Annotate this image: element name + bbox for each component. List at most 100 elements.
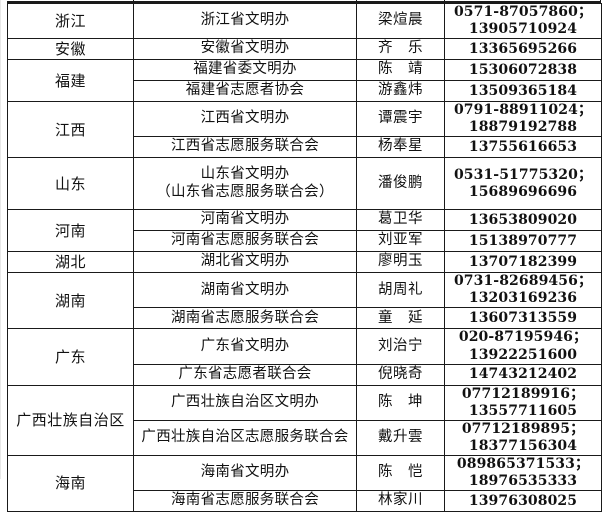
contacts-table: 浙江 浙江省文明办 梁煊晨 0571-87057860； 13905710924 安徽 安徽… (7, 2, 602, 512)
phone-number: 0791-88911024； (453, 102, 593, 119)
phone-number: 07712189916； (461, 385, 585, 402)
cell-contact-name: 葛卫华 (356, 209, 445, 232)
cell-phone: 15306072838 (444, 59, 602, 82)
cell-organization: 浙江省文明办 (133, 2, 357, 40)
organization-name: 山东省文明办 (200, 166, 290, 183)
organization-name: 河南省文明办 (200, 211, 290, 228)
table-row: 广东 广东省文明办 刘治宁 020-87195946； 13922251600 (7, 328, 602, 386)
cell-contact-name: 齐 乐 (356, 38, 445, 61)
cell-region: 浙江 (7, 2, 134, 40)
cell-region: 山东 (7, 157, 134, 211)
table-row: 湖南 湖南省文明办 胡周礼 0731-82689456； 13203169236 (7, 272, 602, 330)
table-row: 江西 江西省文明办 谭震宇 0791-88911024； 18879192788 (7, 101, 602, 159)
phone-number: 18976535333 (468, 473, 578, 490)
table-right-edge-top (600, 0, 601, 1)
organization-name: 海南省文明办 (200, 464, 290, 481)
organization-name: 江西省志愿服务联合会 (171, 138, 319, 155)
cell-contact-name: 陈 靖 (356, 59, 445, 82)
phone-number: 13653809020 (468, 211, 578, 228)
cell-contact-name: 陈 坤 (356, 384, 445, 421)
cell-contact-name: 倪晓奇 (356, 363, 445, 386)
phone-number: 13976308025 (468, 492, 578, 509)
organization-name: 福建省委文明办 (193, 61, 297, 78)
phone-number: 13557711605 (468, 402, 578, 419)
phone-number: 13509365184 (468, 82, 578, 99)
contacts-table-body: 浙江 浙江省文明办 梁煊晨 0571-87057860； 13905710924 安徽 安徽… (7, 2, 602, 512)
cell-phone: 13755616653 (444, 136, 602, 159)
organization-alias: （山东省志愿服务联合会） (156, 183, 334, 200)
cell-contact-name: 刘治宁 (356, 328, 445, 365)
phone-number: 0531-51775320； (453, 166, 593, 183)
cell-region: 广东 (7, 328, 134, 386)
cell-organization: 福建省委文明办 (133, 59, 357, 82)
page-left-edge (0, 0, 1, 479)
organization-name: 广西壮族自治区文明办 (171, 393, 319, 410)
cell-organization: 河南省文明办 (133, 209, 357, 232)
phone-number: 13607313559 (468, 309, 578, 326)
cell-contact-name: 刘亚军 (356, 230, 445, 253)
cell-region: 江西 (7, 101, 134, 159)
cell-organization: 山东省文明办 （山东省志愿服务联合会） (133, 157, 357, 211)
cell-organization: 江西省志愿服务联合会 (133, 136, 357, 159)
table-row: 广西壮族自治区 广西壮族自治区文明办 陈 坤 07712189916； 13557711… (7, 384, 602, 456)
table-row: 安徽 安徽省文明办 齐 乐 13365695266 (7, 38, 602, 61)
cell-organization: 安徽省文明办 (133, 38, 357, 61)
cell-organization: 福建省志愿者协会 (133, 80, 357, 103)
cell-organization: 海南省文明办 (133, 454, 357, 492)
cell-phone: 020-87195946； 13922251600 (444, 328, 602, 365)
cell-region: 湖北 (7, 251, 134, 274)
cell-phone: 089865371533； 18976535333 (444, 454, 602, 492)
cell-phone: 0571-87057860； 13905710924 (444, 2, 602, 40)
table-row: 湖北 湖北省文明办 廖明玉 13707182399 (7, 251, 602, 274)
cell-organization: 广西壮族自治区志愿服务联合会 (133, 419, 357, 456)
organization-name: 安徽省文明办 (200, 40, 290, 57)
table-row: 福建 福建省委文明办 陈 靖 15306072838 (7, 59, 602, 103)
phone-number: 13755616653 (468, 138, 578, 155)
table-row: 广西壮族自治区志愿服务联合会 戴升雲 07712189895； 18377156304 (8, 419, 602, 456)
cell-organization: 湖北省文明办 (133, 251, 357, 274)
cell-contact-name: 谭震宇 (356, 101, 445, 138)
organization-name: 江西省文明办 (200, 110, 290, 127)
organization-name: 湖南省文明办 (200, 281, 290, 298)
phone-number: 089865371533； (456, 455, 590, 472)
cell-phone: 07712189895； 18377156304 (444, 419, 602, 456)
phone-number: 15306072838 (468, 61, 578, 78)
cell-contact-name: 杨奉星 (356, 136, 445, 159)
phone-number: 0571-87057860； (453, 4, 593, 20)
phone-number: 13707182399 (468, 253, 578, 270)
phone-number: 15689696696 (468, 183, 578, 200)
table-row: 江西省志愿服务联合会 杨奉星 13755616653 (8, 136, 602, 159)
cell-contact-name: 陈 恺 (356, 454, 445, 492)
cell-organization: 湖南省文明办 (133, 272, 357, 309)
organization-name: 福建省志愿者协会 (185, 82, 305, 99)
table-row: 福建省志愿者协会 游鑫炜 13509365184 (8, 80, 602, 103)
cell-contact-name: 游鑫炜 (356, 80, 445, 103)
cell-contact-name: 林家川 (356, 490, 445, 512)
cell-contact-name: 廖明玉 (356, 251, 445, 274)
organization-name: 广东省文明办 (200, 337, 290, 354)
phone-number: 14743212402 (468, 366, 578, 383)
table-row: 海南 海南省文明办陈 恺 089865371533； 18976535333 (7, 454, 602, 512)
cell-region: 广西壮族自治区 (7, 384, 134, 456)
cell-region: 海南 (7, 454, 134, 512)
phone-number: 18377156304 (468, 437, 578, 454)
cell-phone: 13509365184 (444, 80, 602, 103)
phone-number: 07712189895； (461, 420, 585, 437)
column-divider-region-org (133, 0, 134, 1)
cell-contact-name: 童 延 (356, 307, 445, 330)
organization-name: 湖北省文明办 (200, 253, 290, 270)
table-row-partial-bottom (7, 477, 601, 479)
column-divider-org-name-bottom (356, 477, 357, 479)
organization-name: 湖南省志愿服务联合会 (171, 309, 319, 326)
table-row: 浙江 浙江省文明办 梁煊晨 0571-87057860； 13905710924 (7, 2, 602, 40)
cell-phone: 13653809020 (444, 209, 602, 232)
cell-phone: 13976308025 (444, 490, 602, 512)
table-row: 山东 山东省文明办 （山东省志愿服务联合会） 潘俊鹏 0531-51775320； 156… (7, 157, 602, 211)
cell-contact-name: 潘俊鹏 (356, 157, 445, 211)
cell-organization: 海南省志愿服务联合会 (133, 490, 357, 512)
phone-number: 0731-82689456； (453, 273, 593, 290)
cell-phone: 15138970777 (444, 230, 602, 253)
cell-contact-name: 戴升雲 (356, 419, 445, 456)
phone-number: 020-87195946； (458, 329, 588, 346)
column-divider-region-org-bottom (133, 477, 134, 479)
